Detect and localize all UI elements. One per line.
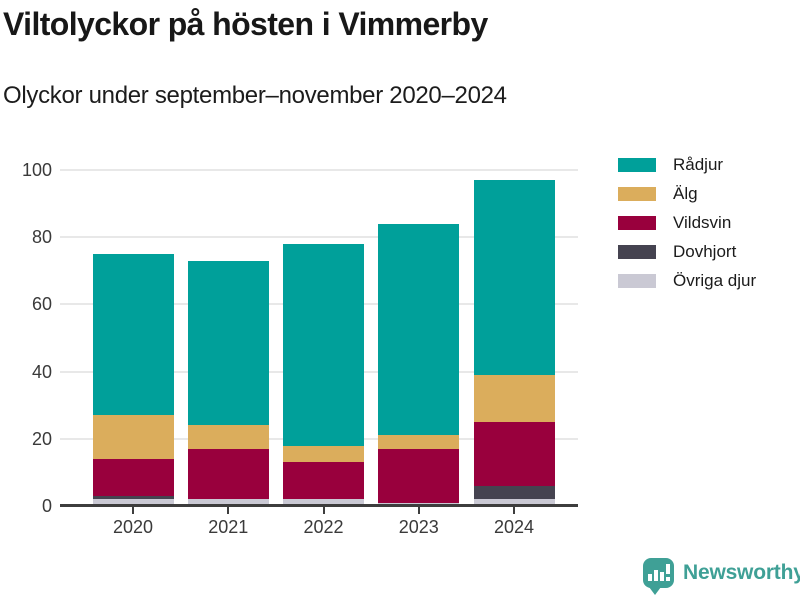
mini-bar (648, 574, 652, 581)
x-axis-tick-label: 2022 (303, 517, 344, 537)
legend-item-Övriga djur: Övriga djur (618, 266, 756, 295)
bar-segment-2020-Övriga djur (92, 499, 174, 506)
bar-segment-2023-Vildsvin (378, 448, 460, 503)
legend-item-Dovhjort: Dovhjort (618, 237, 756, 266)
bar-segment-2021-Älg (187, 425, 269, 449)
legend-swatch (618, 273, 656, 288)
bar-segment-2020-Dovhjort (92, 495, 174, 500)
chart-subtitle: Olyckor under september–november 2020–20… (3, 82, 507, 109)
legend-label: Dovhjort (673, 241, 737, 261)
legend: Rådjur Älg Vildsvin Dovhjort Övriga djur (618, 150, 756, 295)
x-axis-line (60, 504, 578, 507)
y-axis-tick-label: 0 (41, 496, 52, 516)
y-axis-tick-label: 40 (31, 361, 52, 382)
bar-segment-2020-Vildsvin (92, 458, 174, 496)
bar-segment-2020-Älg (92, 415, 174, 459)
bar-segment-2021-Vildsvin (187, 448, 269, 500)
bar-segment-2023-Rådjur (378, 223, 460, 436)
x-axis-tick-label: 2024 (493, 517, 535, 537)
mini-bar (654, 570, 658, 581)
brand-name: Newsworthy (683, 561, 800, 584)
bar-segment-2022-Vildsvin (283, 462, 364, 500)
x-axis-tick (513, 507, 515, 514)
x-axis-tick-label: 2020 (112, 517, 154, 537)
plot-area (60, 169, 578, 506)
bar-segment-2021-Övriga djur (187, 499, 269, 506)
bar-segment-2023-Älg (378, 435, 460, 449)
legend-swatch (618, 186, 656, 201)
bar-segment-2020-Rådjur (92, 254, 174, 416)
y-axis-tick-label: 60 (31, 294, 52, 315)
bar-segment-2024-Dovhjort (473, 485, 555, 500)
legend-swatch (618, 244, 656, 259)
legend-label: Rådjur (673, 154, 724, 174)
legend-label: Älg (673, 183, 698, 203)
x-axis-tick (322, 507, 325, 514)
legend-item-Rådjur: Rådjur (618, 150, 756, 179)
bar-segment-2024-Vildsvin (473, 422, 555, 486)
bar-segment-2022-Övriga djur (283, 499, 364, 506)
legend-item-Vildsvin: Vildsvin (618, 208, 756, 237)
bar-segment-2022-Älg (283, 445, 364, 463)
legend-label: Vildsvin (673, 212, 732, 232)
bar-segment-2024-Rådjur (473, 180, 555, 375)
x-axis-tick (227, 507, 230, 514)
bar-segment-2024-Övriga djur (473, 499, 555, 506)
x-axis-tick-label: 2023 (398, 517, 439, 537)
y-axis-tick-label: 20 (31, 428, 52, 449)
y-axis-tick-label: 80 (31, 227, 52, 248)
bar-segment-2021-Rådjur (187, 260, 269, 426)
exclamation-glyph (666, 564, 670, 581)
gridline-y100 (60, 169, 578, 171)
speech-bubble-tail (649, 587, 661, 595)
legend-swatch (618, 157, 656, 172)
gridline-y80 (60, 236, 578, 239)
legend-label: Övriga djur (673, 270, 757, 290)
bar-segment-2024-Älg (473, 374, 555, 422)
y-axis-tick-label: 100 (21, 160, 52, 180)
bar-segment-2022-Rådjur (283, 243, 364, 446)
chart-title: Viltolyckor på hösten i Vimmerby (3, 6, 488, 42)
legend-item-Älg: Älg (618, 179, 756, 208)
x-axis-tick-label: 2021 (208, 517, 249, 537)
newsworthy-logo-icon (643, 558, 674, 595)
brand-footer: Newsworthy (643, 558, 800, 595)
mini-bar (660, 572, 664, 581)
mini-bar-chart-glyph (648, 564, 670, 581)
x-axis-tick (132, 507, 134, 514)
x-axis-tick (417, 507, 420, 514)
legend-swatch (618, 215, 656, 230)
